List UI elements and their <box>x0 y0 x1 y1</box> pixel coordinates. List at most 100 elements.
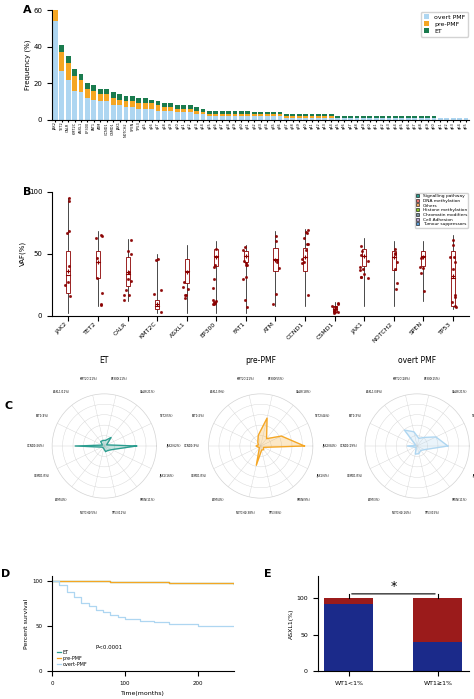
Point <box>181 290 189 301</box>
Bar <box>361 118 366 120</box>
Point <box>449 239 457 250</box>
Bar <box>329 116 334 118</box>
Point <box>211 298 219 309</box>
Bar <box>419 118 424 120</box>
Bar <box>419 116 424 118</box>
Bar <box>252 114 257 116</box>
Point <box>356 265 364 276</box>
Bar <box>333 305 337 312</box>
Bar <box>374 118 379 120</box>
Point <box>303 238 310 250</box>
Point <box>452 291 459 303</box>
Point <box>241 242 248 253</box>
Point <box>446 252 454 263</box>
Bar <box>239 110 244 114</box>
Bar <box>194 107 199 110</box>
Point <box>184 283 191 294</box>
Point <box>364 273 372 284</box>
Bar <box>291 114 295 116</box>
Bar <box>220 114 225 116</box>
Bar <box>66 80 71 120</box>
overt-PMF <box>231 622 237 630</box>
X-axis label: Time(months): Time(months) <box>121 691 165 696</box>
Point <box>417 267 425 278</box>
Bar <box>431 116 437 118</box>
Bar <box>316 118 321 120</box>
Point <box>419 263 427 274</box>
Point <box>302 226 310 238</box>
Bar <box>425 116 430 118</box>
Bar <box>79 74 83 80</box>
overt-PMF <box>78 598 84 607</box>
Point <box>303 228 310 239</box>
Bar <box>264 116 270 120</box>
overt-PMF <box>115 613 120 621</box>
Point <box>65 260 73 271</box>
Bar <box>85 83 90 89</box>
Bar <box>329 114 334 116</box>
Bar <box>168 103 173 107</box>
ET <box>137 577 142 586</box>
Bar <box>143 103 147 109</box>
Point <box>392 249 399 260</box>
Bar <box>149 103 154 109</box>
Bar <box>325 598 374 604</box>
Bar <box>66 251 71 294</box>
Bar <box>322 114 327 116</box>
Bar <box>278 114 283 116</box>
Bar <box>310 118 314 120</box>
Y-axis label: Frequency (%): Frequency (%) <box>24 40 31 90</box>
Bar <box>322 118 327 120</box>
Point <box>332 305 339 316</box>
Bar <box>117 105 122 120</box>
Bar <box>66 56 71 64</box>
Point <box>269 298 277 310</box>
Bar <box>271 116 276 120</box>
Bar <box>258 114 263 116</box>
Bar <box>291 118 295 120</box>
Bar <box>264 113 270 114</box>
Bar <box>111 105 116 120</box>
Bar <box>335 118 340 120</box>
Bar <box>201 113 205 114</box>
Point <box>450 251 458 262</box>
Point <box>356 261 364 273</box>
Point <box>420 286 428 297</box>
Point <box>181 292 189 303</box>
Bar <box>252 113 257 114</box>
Bar <box>130 96 135 101</box>
Bar <box>194 110 199 114</box>
Bar <box>278 116 283 120</box>
Bar <box>425 118 430 120</box>
Point <box>302 245 310 256</box>
Point <box>97 229 104 240</box>
ET <box>166 579 172 587</box>
Point <box>304 289 312 301</box>
ET <box>49 577 55 585</box>
Bar <box>59 71 64 120</box>
Bar <box>342 116 346 118</box>
Bar <box>400 118 404 120</box>
Bar <box>59 52 64 71</box>
Bar <box>91 85 96 91</box>
Bar <box>137 109 141 120</box>
Bar <box>98 89 103 94</box>
Text: *: * <box>390 580 397 593</box>
Point <box>66 291 73 302</box>
Bar <box>367 118 372 120</box>
Point <box>64 227 71 238</box>
Point <box>332 301 339 312</box>
Bar <box>335 116 340 118</box>
Bar <box>342 118 346 120</box>
Point <box>243 259 250 271</box>
Point <box>298 254 306 265</box>
Point <box>210 261 218 273</box>
Bar <box>310 116 314 118</box>
Bar <box>79 80 83 92</box>
pre-PMF <box>78 577 84 585</box>
Point <box>392 243 399 254</box>
Bar <box>201 114 205 120</box>
Legend: overt PMF, pre-PMF, ET: overt PMF, pre-PMF, ET <box>421 12 468 36</box>
Bar <box>431 118 437 120</box>
Point <box>358 245 365 257</box>
